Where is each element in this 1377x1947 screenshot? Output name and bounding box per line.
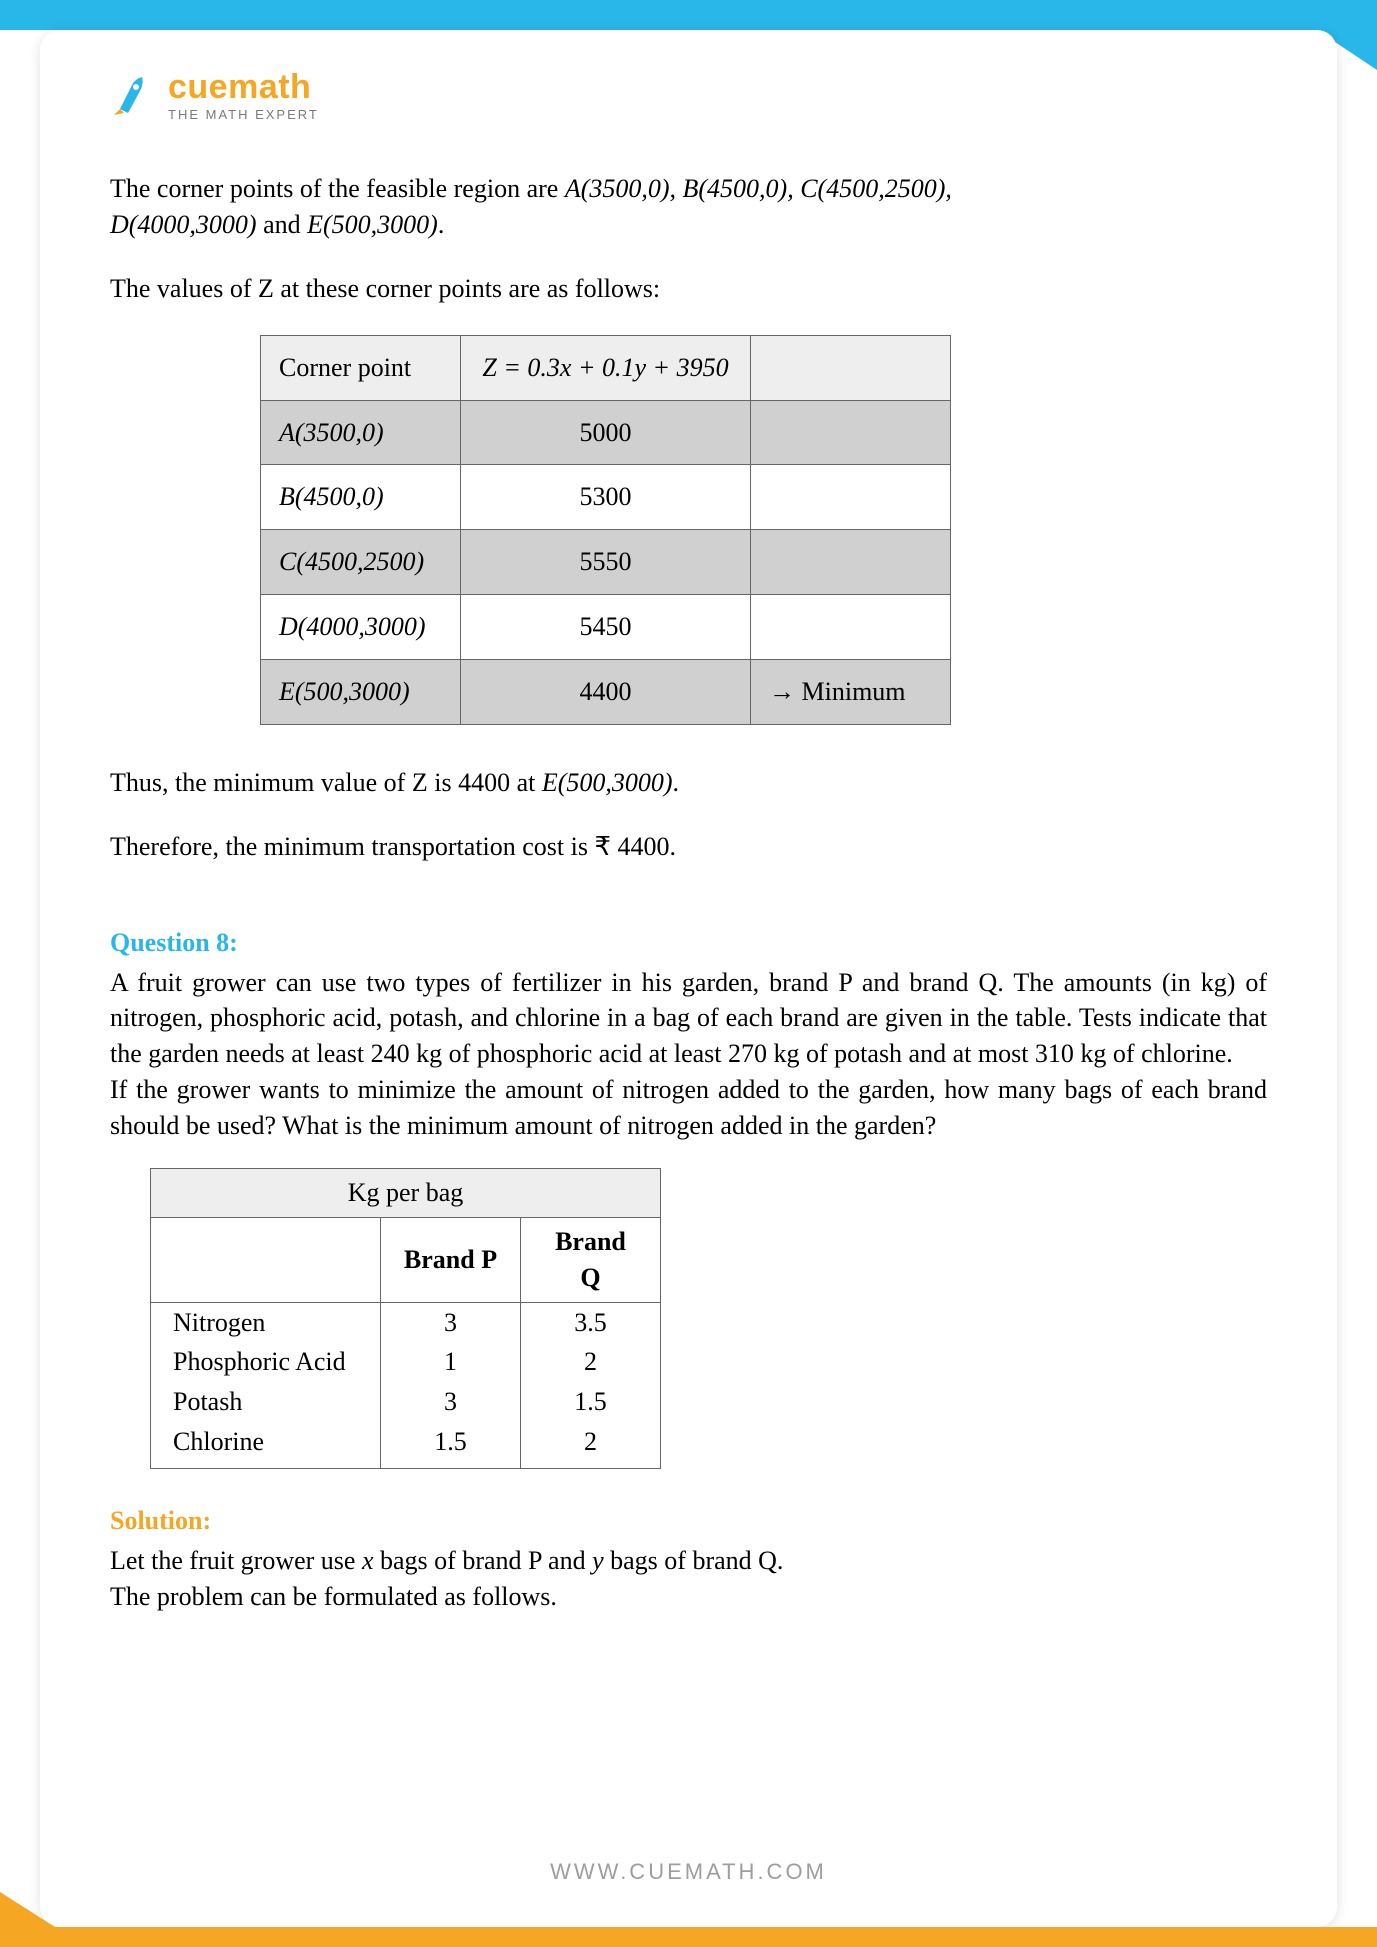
sol1-b: bags of brand P and	[374, 1546, 593, 1575]
note-cell	[751, 400, 951, 465]
conclusion-cost: Therefore, the minimum transportation co…	[110, 829, 1267, 865]
nutrient-cell: Nitrogen	[151, 1302, 381, 1342]
fert-header-p: Brand P	[381, 1217, 521, 1302]
corner-points-intro: The corner points of the feasible region…	[110, 171, 1267, 243]
document-body: The corner points of the feasible region…	[110, 171, 1267, 1615]
q-cell: 1.5	[521, 1382, 661, 1422]
intro-prefix: The corner points of the feasible region…	[110, 174, 565, 203]
note-cell	[751, 465, 951, 530]
conclusion1-a: Thus, the minimum value of Z is 4400 at	[110, 768, 542, 797]
z-values-table: Corner point Z = 0.3x + 0.1y + 3950 A(35…	[260, 335, 951, 725]
fert-top-header: Kg per bag	[151, 1168, 661, 1217]
pt-cell: B(4500,0)	[261, 465, 461, 530]
sol1-a: Let the fruit grower use	[110, 1546, 362, 1575]
note-cell	[751, 530, 951, 595]
q-cell: 2	[521, 1342, 661, 1382]
table-row: Chlorine 1.5 2	[151, 1422, 661, 1468]
sol1-x: x	[362, 1546, 374, 1575]
pt-cell: A(3500,0)	[261, 400, 461, 465]
question-body-2: If the grower wants to minimize the amou…	[110, 1072, 1267, 1144]
p-cell: 1.5	[381, 1422, 521, 1468]
pt-cell: E(500,3000)	[261, 660, 461, 725]
question-label: Question 8:	[110, 925, 1267, 961]
note-cell	[751, 595, 951, 660]
page-card: cuemath THE MATH EXPERT The corner point…	[40, 30, 1337, 1927]
top-accent-bar	[0, 0, 1377, 30]
footer-url: WWW.CUEMATH.COM	[40, 1859, 1337, 1885]
table-row: E(500,3000) 4400 → Minimum	[261, 660, 951, 725]
z-table-header-corner: Corner point	[261, 335, 461, 400]
table-row: A(3500,0) 5000	[261, 400, 951, 465]
note-cell: → Minimum	[751, 660, 951, 725]
intro-period: .	[438, 210, 445, 239]
intro-point-d: D(4000,3000)	[110, 210, 257, 239]
fertilizer-table: Kg per bag Brand P Brand Q Nitrogen 3 3.…	[150, 1168, 661, 1469]
z-cell: 5000	[461, 400, 751, 465]
z-cell: 5300	[461, 465, 751, 530]
table-row: B(4500,0) 5300	[261, 465, 951, 530]
p-cell: 3	[381, 1382, 521, 1422]
nutrient-cell: Phosphoric Acid	[151, 1342, 381, 1382]
z-table-header-blank	[751, 335, 951, 400]
table-row: D(4000,3000) 5450	[261, 595, 951, 660]
fert-header-q: Brand Q	[521, 1217, 661, 1302]
intro-and: and	[263, 210, 307, 239]
z-cell: 5450	[461, 595, 751, 660]
conclusion1-point: E(500,3000)	[542, 768, 673, 797]
rocket-icon	[110, 73, 156, 119]
z-cell: 5550	[461, 530, 751, 595]
solution-line2: The problem can be formulated as follows…	[110, 1579, 1267, 1615]
pt-cell: C(4500,2500)	[261, 530, 461, 595]
sol1-c: bags of brand Q.	[604, 1546, 784, 1575]
conclusion-min-z: Thus, the minimum value of Z is 4400 at …	[110, 765, 1267, 801]
intro-point-e: E(500,3000)	[307, 210, 438, 239]
table-row: C(4500,2500) 5550	[261, 530, 951, 595]
q-cell: 2	[521, 1422, 661, 1468]
solution-line1: Let the fruit grower use x bags of brand…	[110, 1543, 1267, 1579]
p-cell: 1	[381, 1342, 521, 1382]
table-row: Potash 3 1.5	[151, 1382, 661, 1422]
conclusion1-c: .	[673, 768, 680, 797]
nutrient-cell: Potash	[151, 1382, 381, 1422]
brand-name: cuemath	[168, 70, 319, 104]
z-table-header-formula: Z = 0.3x + 0.1y + 3950	[461, 335, 751, 400]
q-cell: 3.5	[521, 1302, 661, 1342]
intro-points: A(3500,0), B(4500,0), C(4500,2500),	[565, 174, 952, 203]
brand-logo: cuemath THE MATH EXPERT	[110, 70, 1267, 121]
nutrient-cell: Chlorine	[151, 1422, 381, 1468]
sol1-y: y	[592, 1546, 604, 1575]
p-cell: 3	[381, 1302, 521, 1342]
table-intro-text: The values of Z at these corner points a…	[110, 271, 1267, 307]
z-cell: 4400	[461, 660, 751, 725]
fert-blank-cell	[151, 1217, 381, 1302]
table-row: Nitrogen 3 3.5	[151, 1302, 661, 1342]
question-body-1: A fruit grower can use two types of fert…	[110, 965, 1267, 1073]
brand-tagline: THE MATH EXPERT	[168, 108, 319, 121]
bottom-accent-bar	[0, 1927, 1377, 1947]
pt-cell: D(4000,3000)	[261, 595, 461, 660]
table-row: Phosphoric Acid 1 2	[151, 1342, 661, 1382]
solution-label: Solution:	[110, 1503, 1267, 1539]
